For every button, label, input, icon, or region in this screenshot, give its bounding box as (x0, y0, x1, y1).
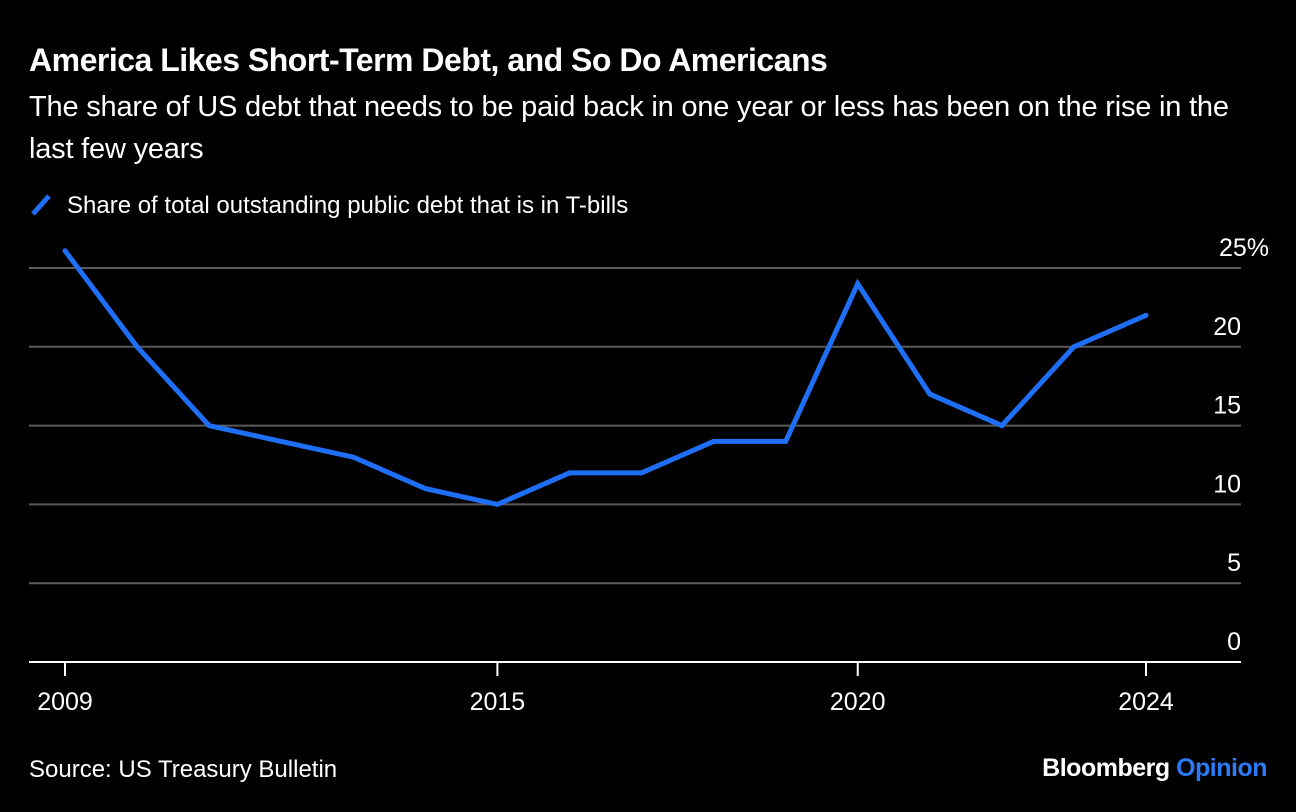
x-axis-labels: 2009 2015 2020 2024 (37, 688, 1174, 716)
series-layer (62, 248, 1149, 508)
x-tick-label-2024: 2024 (1118, 688, 1174, 716)
chart-title: America Likes Short-Term Debt, and So Do… (29, 42, 828, 78)
source-note: Source: US Treasury Bulletin (29, 756, 338, 783)
x-axis (29, 661, 1241, 676)
brand-name: Bloomberg (1042, 754, 1170, 782)
y-tick-label-15: 15 (1213, 392, 1241, 420)
brand-logo: Bloomberg Opinion (1042, 754, 1267, 783)
brand-accent: Opinion (1176, 754, 1267, 782)
data-point-2013 (350, 454, 356, 460)
series-line-0 (63, 249, 1148, 508)
legend-line-swatch-icon (31, 194, 51, 216)
data-point-2018 (711, 438, 717, 444)
y-tick-label-10: 10 (1213, 470, 1241, 498)
x-tick-label-2020: 2020 (830, 688, 886, 716)
x-tick-label-2015: 2015 (470, 688, 526, 716)
chart-subtitle: The share of US debt that needs to be pa… (29, 91, 1229, 165)
data-point-2022 (999, 423, 1005, 429)
data-point-2020 (855, 281, 861, 287)
data-point-2016 (567, 470, 572, 476)
data-point-2017 (639, 470, 644, 476)
data-point-2024 (1143, 312, 1149, 318)
data-point-2012 (278, 438, 284, 444)
gridlines (29, 267, 1241, 585)
legend: Share of total outstanding public debt t… (29, 190, 628, 222)
y-tick-label-20: 20 (1213, 313, 1241, 341)
y-tick-label-25: 25% (1219, 234, 1269, 262)
legend-label: Share of total outstanding public debt t… (67, 192, 629, 219)
data-point-2010 (134, 344, 140, 350)
data-point-2011 (206, 423, 212, 429)
y-axis-labels: 0 5 10 15 20 25% (1213, 234, 1269, 656)
data-point-2009 (62, 248, 68, 254)
data-point-2015 (494, 501, 500, 507)
y-tick-label-0: 0 (1227, 628, 1241, 656)
data-point-2021 (927, 391, 933, 397)
x-tick-label-2009: 2009 (37, 688, 93, 716)
data-point-2019 (783, 438, 789, 444)
data-point-2014 (422, 486, 428, 492)
data-point-2023 (1071, 344, 1077, 350)
y-tick-label-5: 5 (1227, 549, 1241, 577)
